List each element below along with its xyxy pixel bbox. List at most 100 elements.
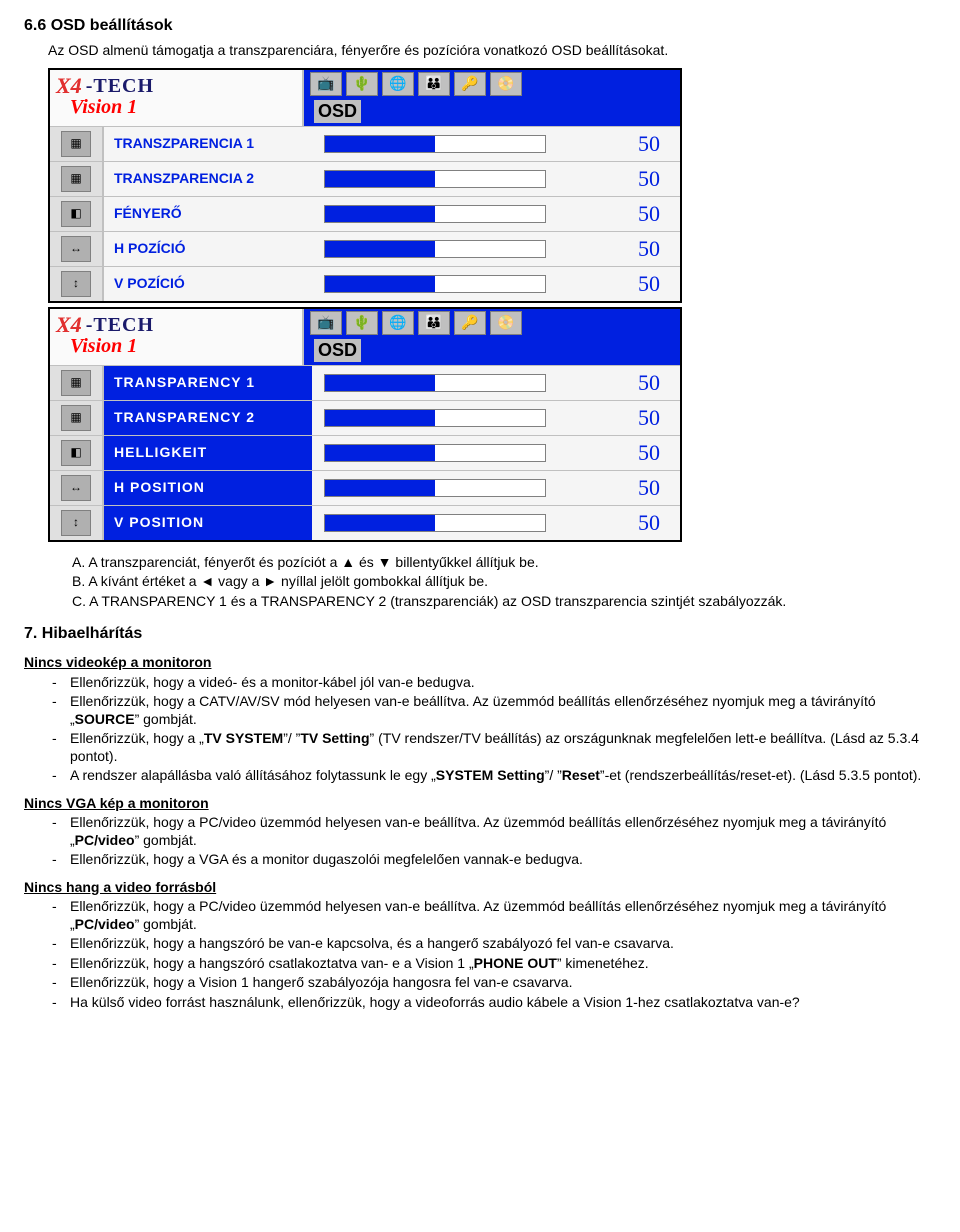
osd-slider — [324, 170, 546, 188]
osd-row-right: 50 — [312, 162, 680, 196]
osd-slider — [324, 240, 546, 258]
osd-row-right: 50 — [312, 197, 680, 231]
osd-row-icon: ▦ — [50, 401, 104, 435]
top-icon: 📺 — [310, 311, 342, 335]
trouble-list: Ellenőrizzük, hogy a PC/video üzemmód he… — [52, 814, 936, 869]
trouble-head: Nincs videokép a monitoron — [24, 654, 936, 672]
osd-row-icon: ↕ — [50, 267, 104, 301]
list-item: Ellenőrizzük, hogy a hangszóró be van-e … — [52, 935, 936, 953]
osd-row-label: V POZÍCIÓ — [104, 267, 312, 301]
osd-row-right: 50 — [312, 471, 680, 505]
trouble-block-3: Nincs hang a video forrásból Ellenőrizzü… — [24, 879, 936, 1012]
osd-row: ▦TRANSZPARENCIA 1 50 — [50, 126, 680, 161]
osd-row-icon: ▦ — [50, 127, 104, 161]
osd-row-value: 50 — [546, 130, 660, 158]
top-icon: 🌵 — [346, 311, 378, 335]
trouble-list: Ellenőrizzük, hogy a videó- és a monitor… — [52, 674, 936, 785]
osd-row-icon: ↔ — [50, 471, 104, 505]
osd-row-label: H POSITION — [104, 471, 312, 505]
osd-row-value: 50 — [546, 270, 660, 298]
osd-logo-area: X4 -TECH Vision 1 — [50, 309, 304, 365]
list-item: Ellenőrizzük, hogy a PC/video üzemmód he… — [52, 814, 936, 849]
osd-row-value: 50 — [546, 200, 660, 228]
osd-row-label: TRANSZPARENCIA 2 — [104, 162, 312, 196]
letter-list: A. A transzparenciát, fényerőt és pozíci… — [48, 554, 936, 611]
osd-row-right: 50 — [312, 366, 680, 400]
top-icon: 📀 — [490, 72, 522, 96]
osd-row: ↕V POSITION50 — [50, 505, 680, 540]
osd-row-value: 50 — [546, 439, 660, 467]
logo-vision1: Vision 1 — [50, 334, 302, 361]
osd-row: ↕V POZÍCIÓ 50 — [50, 266, 680, 301]
osd-row-label: TRANSPARENCY 2 — [104, 401, 312, 435]
top-icon: 🌐 — [382, 72, 414, 96]
list-item: Ellenőrizzük, hogy a hangszóró csatlakoz… — [52, 955, 936, 973]
top-icon: 📺 — [310, 72, 342, 96]
osd-row-icon: ◧ — [50, 197, 104, 231]
list-item: Ellenőrizzük, hogy a videó- és a monitor… — [52, 674, 936, 692]
osd-top-iconstrip: 📺 🌵 🌐 👪 🔑 📀 — [304, 309, 680, 337]
list-item: A rendszer alapállásba való állításához … — [52, 767, 936, 785]
logo-vision1: Vision 1 — [50, 95, 302, 122]
osd-row-icon: ◧ — [50, 436, 104, 470]
top-icon: 🔑 — [454, 72, 486, 96]
osd-row-label: V POSITION — [104, 506, 312, 540]
list-item: Ellenőrizzük, hogy a PC/video üzemmód he… — [52, 898, 936, 933]
top-icon: 📀 — [490, 311, 522, 335]
top-icon: 👪 — [418, 72, 450, 96]
osd-tab-title: OSD — [314, 339, 361, 362]
osd-row-value: 50 — [546, 369, 660, 397]
osd-row-icon: ▦ — [50, 366, 104, 400]
osd-header: X4 -TECH Vision 1 📺 🌵 🌐 👪 🔑 📀 OSD — [50, 70, 680, 126]
osd-row-right: 50 — [312, 267, 680, 301]
letter-b: B. A kívánt értéket a ◄ vagy a ► nyíllal… — [48, 573, 936, 591]
list-item: Ellenőrizzük, hogy a VGA és a monitor du… — [52, 851, 936, 869]
osd-row-value: 50 — [546, 474, 660, 502]
osd-row: ◧HELLIGKEIT 50 — [50, 435, 680, 470]
section-title: 6.6 OSD beállítások — [24, 16, 936, 36]
osd-row: ↔H POZÍCIÓ 50 — [50, 231, 680, 266]
trouble-list: Ellenőrizzük, hogy a PC/video üzemmód he… — [52, 898, 936, 1011]
osd-slider — [324, 374, 546, 392]
top-icon: 🔑 — [454, 311, 486, 335]
top-icon: 👪 — [418, 311, 450, 335]
osd-slider — [324, 409, 546, 427]
trouble-block-1: Nincs videokép a monitoron Ellenőrizzük,… — [24, 654, 936, 785]
osd-row-icon: ↔ — [50, 232, 104, 266]
top-icon: 🌵 — [346, 72, 378, 96]
section7-title: 7. Hibaelhárítás — [24, 624, 936, 644]
osd-row: ▦TRANSPARENCY 150 — [50, 365, 680, 400]
osd-row-value: 50 — [546, 509, 660, 537]
osd-row-value: 50 — [546, 165, 660, 193]
osd-box-1: X4 -TECH Vision 1 📺 🌵 🌐 👪 🔑 📀 OSD ▦TRANS… — [48, 68, 682, 303]
list-item: Ellenőrizzük, hogy a Vision 1 hangerő sz… — [52, 974, 936, 992]
osd-tab-title: OSD — [314, 100, 361, 123]
top-icon: 🌐 — [382, 311, 414, 335]
osd-slider — [324, 479, 546, 497]
osd-row: ▦TRANSZPARENCIA 2 50 — [50, 161, 680, 196]
osd-row-icon: ▦ — [50, 162, 104, 196]
osd-row-right: 50 — [312, 127, 680, 161]
trouble-head: Nincs hang a video forrásból — [24, 879, 936, 897]
osd-row-label: HELLIGKEIT — [104, 436, 312, 470]
osd-slider — [324, 135, 546, 153]
osd-row-label: H POZÍCIÓ — [104, 232, 312, 266]
osd-slider — [324, 444, 546, 462]
osd-logo-area: X4 -TECH Vision 1 — [50, 70, 304, 126]
osd-top-iconstrip: 📺 🌵 🌐 👪 🔑 📀 — [304, 70, 680, 98]
section-intro: Az OSD almenü támogatja a transzparenciá… — [48, 42, 936, 60]
osd-slider — [324, 514, 546, 532]
osd-row-right: 50 — [312, 232, 680, 266]
osd-row-value: 50 — [546, 235, 660, 263]
letter-a: A. A transzparenciát, fényerőt és pozíci… — [48, 554, 936, 572]
trouble-block-2: Nincs VGA kép a monitoron Ellenőrizzük, … — [24, 795, 936, 869]
list-item: Ellenőrizzük, hogy a CATV/AV/SV mód hely… — [52, 693, 936, 728]
osd-slider — [324, 205, 546, 223]
osd-row: ◧FÉNYERŐ 50 — [50, 196, 680, 231]
osd-row-label: FÉNYERŐ — [104, 197, 312, 231]
list-item: Ha külső video forrást használunk, ellen… — [52, 994, 936, 1012]
osd-row-right: 50 — [312, 401, 680, 435]
osd-row-right: 50 — [312, 436, 680, 470]
osd-row-label: TRANSZPARENCIA 1 — [104, 127, 312, 161]
osd-row-value: 50 — [546, 404, 660, 432]
